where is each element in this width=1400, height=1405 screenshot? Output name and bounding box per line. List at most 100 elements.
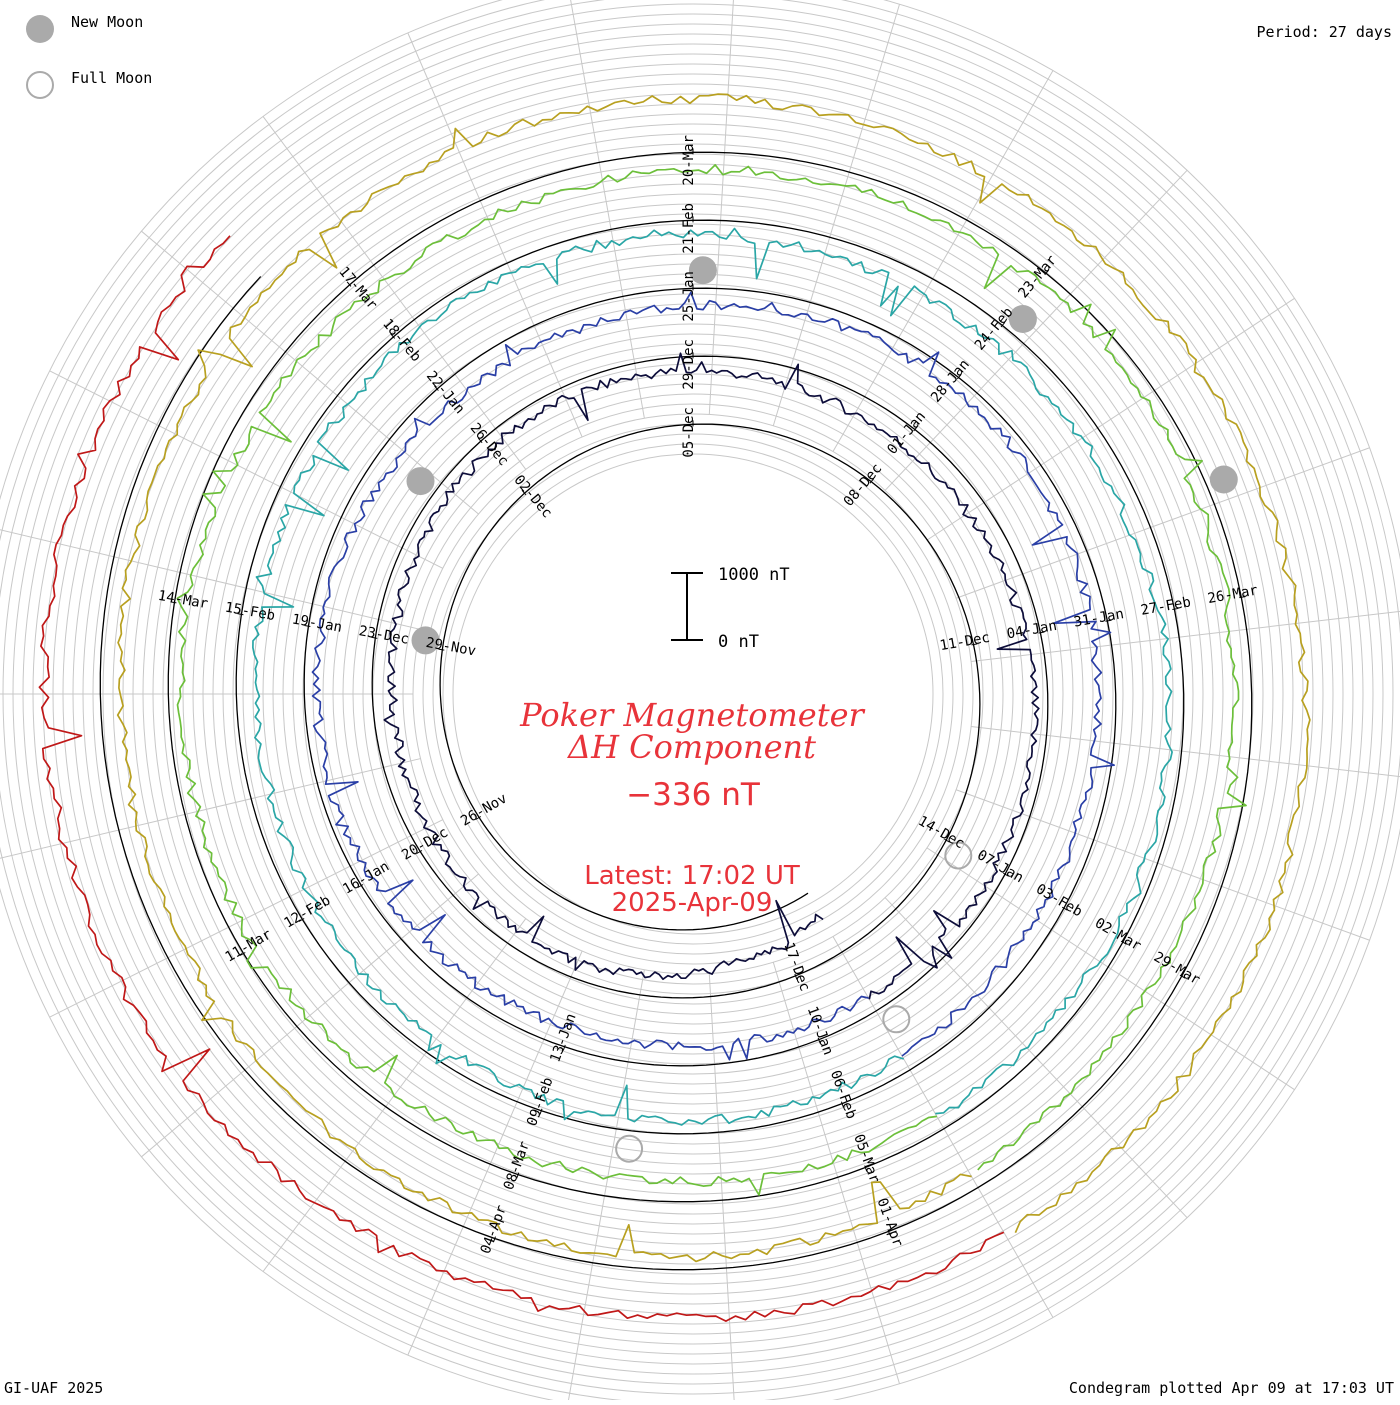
scale-top-label: 1000 nT (718, 565, 790, 585)
date-label: 02-Dec (510, 472, 555, 521)
date-tick (1120, 940, 1127, 945)
grid-spoke (407, 950, 583, 1356)
grid-spoke (832, 936, 1054, 1318)
grid-ring (452, 453, 934, 935)
grid-spoke (570, 0, 645, 419)
date-tick (170, 601, 177, 604)
date-tick (371, 636, 378, 639)
trace-turn-3 (252, 227, 1173, 1126)
grid-spoke (884, 169, 1188, 491)
date-tick (562, 1044, 566, 1051)
new-moon-marker (411, 626, 440, 655)
latest-time: Latest: 17:02 UT (584, 861, 800, 891)
grid-spoke (708, 0, 734, 415)
period-label: Period: 27 days (1256, 23, 1392, 41)
grid-ring (372, 373, 1014, 1015)
new-moon-icon (26, 15, 54, 43)
date-label: 31-Jan (1073, 606, 1126, 631)
date-tick (840, 1101, 844, 1108)
date-tick (357, 884, 364, 888)
date-tick (475, 816, 482, 820)
date-label: 10-Jan (804, 1004, 836, 1057)
date-tick (237, 613, 244, 616)
date-tick (817, 1037, 821, 1044)
date-label: 21-Feb (681, 203, 697, 254)
grid-spoke (262, 116, 527, 470)
new-moon-label: New Moon (71, 13, 144, 31)
date-tick (239, 952, 246, 956)
date-tick (1000, 321, 1006, 328)
date-tick (438, 648, 445, 651)
date-tick (1239, 596, 1246, 599)
grid-spoke (49, 370, 444, 569)
date-tick (1179, 974, 1186, 979)
date-label: 26-Mar (1206, 582, 1259, 607)
date-tick (492, 1236, 496, 1243)
grid-spoke (832, 70, 1054, 452)
grid-spoke (141, 230, 479, 515)
credit-label: GI-UAF 2025 (4, 1379, 104, 1397)
date-label: 19-Jan (291, 611, 344, 636)
moon-markers (406, 256, 1238, 1163)
chart-title-line2: ΔH Component (566, 728, 816, 766)
date-tick (416, 850, 423, 854)
date-label: 23-Mar (1015, 252, 1060, 301)
new-moon-marker (688, 256, 717, 285)
grid-spoke (926, 847, 1295, 1091)
date-label: 20-Mar (681, 135, 697, 186)
date-tick (390, 333, 396, 339)
date-tick (913, 426, 918, 432)
date-tick (1003, 872, 1009, 877)
date-tick (434, 385, 439, 391)
date-label: 04-Apr (478, 1203, 510, 1256)
new-moon-marker (1209, 465, 1238, 494)
date-tick (1172, 607, 1179, 610)
full-moon-marker (944, 841, 973, 870)
date-label: 06-Feb (827, 1068, 859, 1121)
grid-spoke (141, 873, 479, 1158)
full-moon-marker (615, 1134, 644, 1163)
grid-ring (432, 433, 954, 955)
date-label: 29-Dec (681, 339, 697, 390)
date-tick (346, 281, 352, 287)
trace-turn-4 (176, 164, 1247, 1196)
date-tick (304, 624, 311, 628)
date-label: 15-Feb (224, 600, 277, 625)
grid-ring (442, 443, 944, 945)
date-tick (521, 489, 527, 496)
date-label: 23-Dec (358, 623, 411, 648)
date-tick (539, 1108, 543, 1115)
full-moon-label: Full Moon (71, 69, 153, 87)
date-label: 29-Nov (425, 635, 478, 660)
legend-full-moon: Full Moon (26, 69, 153, 100)
legend-new-moon: New Moon (26, 13, 144, 44)
latest-date: 2025-Apr-09 (612, 888, 773, 918)
grid-spoke (955, 789, 1370, 941)
grid-spoke (0, 758, 421, 859)
baseline-spiral (99, 151, 1253, 1271)
full-moon-marker (882, 1005, 911, 1034)
grid-spoke (567, 969, 645, 1404)
date-tick (1105, 619, 1112, 622)
data-traces (38, 93, 1311, 1322)
date-tick (477, 437, 483, 443)
date-label: 20-Dec (399, 824, 451, 863)
grid-spoke (926, 297, 1295, 541)
date-label: 04-Jan (1006, 618, 1059, 643)
current-value: −336 nT (626, 777, 761, 813)
full-moon-icon (26, 71, 54, 99)
date-tick (1061, 906, 1068, 911)
date-tick (971, 643, 978, 646)
grid-spoke (772, 4, 900, 426)
chart-title-line1: Poker Magnetometer (519, 696, 865, 734)
date-label: 05-Dec (681, 407, 697, 458)
date-tick (887, 1229, 891, 1236)
new-moon-marker (406, 467, 435, 496)
date-tick (1044, 269, 1049, 276)
new-moon-marker (1008, 305, 1037, 333)
center-title: Poker Magnetometer ΔH Component −336 nT … (519, 696, 865, 918)
trace-turn-6 (38, 235, 1005, 1322)
